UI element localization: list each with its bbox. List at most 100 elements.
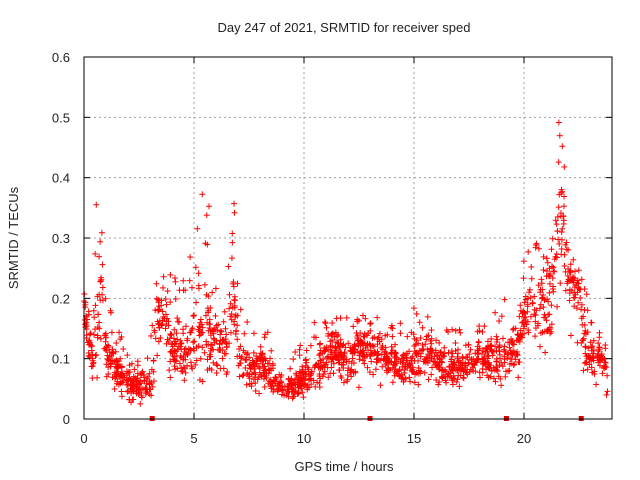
data-point: [531, 311, 538, 318]
y-tick-label: 0.4: [52, 171, 70, 186]
data-point: [229, 239, 236, 246]
data-point: [276, 371, 283, 378]
data-point: [584, 366, 591, 373]
data-point: [119, 379, 126, 386]
data-point: [357, 337, 364, 344]
data-point: [312, 362, 319, 369]
data-point: [322, 320, 329, 327]
data-point: [192, 361, 199, 368]
data-point: [602, 342, 609, 349]
data-point: [167, 271, 174, 278]
data-point: [427, 338, 434, 345]
data-point: [222, 338, 229, 345]
data-point: [174, 315, 181, 322]
data-point: [408, 357, 415, 364]
data-point: [113, 340, 120, 347]
data-point: [174, 365, 181, 372]
data-point: [124, 352, 131, 359]
data-point: [207, 321, 214, 328]
data-point: [424, 313, 431, 320]
data-point: [199, 191, 206, 198]
grid: [84, 57, 612, 419]
data-point: [527, 313, 534, 320]
data-point: [528, 263, 535, 270]
data-point: [593, 381, 600, 388]
data-point: [360, 312, 367, 319]
data-point: [144, 355, 151, 362]
data-point: [529, 299, 536, 306]
data-point: [94, 293, 101, 300]
data-point: [160, 284, 167, 291]
data-point: [410, 305, 417, 312]
data-point: [297, 342, 304, 349]
data-point: [329, 320, 336, 327]
data-point: [350, 323, 357, 330]
data-point: [465, 359, 472, 366]
data-point: [163, 301, 170, 308]
data-point: [300, 394, 307, 401]
data-point: [171, 326, 178, 333]
data-point: [544, 296, 551, 303]
data-point: [364, 332, 371, 339]
data-point: [237, 343, 244, 350]
data-point: [459, 355, 466, 362]
data-point: [542, 349, 549, 356]
data-point: [93, 351, 100, 358]
data-point: [501, 356, 508, 363]
data-point: [441, 344, 448, 351]
data-point: [103, 373, 110, 380]
data-point: [250, 330, 257, 337]
data-point: [540, 253, 547, 260]
data-point: [509, 326, 516, 333]
data-point: [94, 374, 101, 381]
data-point: [517, 327, 524, 334]
x-tick-label: 10: [297, 431, 311, 446]
y-tick-label: 0.5: [52, 110, 70, 125]
data-point: [189, 325, 196, 332]
data-point: [193, 344, 200, 351]
data-point: [303, 347, 310, 354]
data-point: [393, 354, 400, 361]
data-point: [417, 368, 424, 375]
data-point: [174, 336, 181, 343]
data-point: [367, 320, 374, 327]
data-point: [155, 338, 162, 345]
data-point: [312, 383, 319, 390]
data-point: [602, 359, 609, 366]
data-point: [226, 291, 233, 298]
data-point: [222, 350, 229, 357]
data-point: [411, 342, 418, 349]
data-point: [590, 346, 597, 353]
data-point: [288, 388, 295, 395]
data-point: [516, 313, 523, 320]
data-point: [323, 324, 330, 331]
data-point: [532, 333, 539, 340]
data-point: [442, 377, 449, 384]
data-point: [388, 322, 395, 329]
data-point: [93, 201, 100, 208]
data-point: [231, 209, 238, 216]
data-point: [193, 299, 200, 306]
data-point: [473, 359, 480, 366]
data-point: [91, 314, 98, 321]
data-point: [99, 261, 106, 268]
x-tick-label: 20: [517, 431, 531, 446]
data-point: [500, 346, 507, 353]
data-point: [159, 308, 166, 315]
data-point: [558, 229, 565, 236]
data-point: [514, 351, 521, 358]
data-point: [97, 278, 104, 285]
data-point: [407, 378, 414, 385]
data-point: [569, 274, 576, 281]
data-point: [191, 338, 198, 345]
data-point: [128, 399, 135, 406]
data-point: [485, 352, 492, 359]
data-point: [86, 354, 93, 361]
data-point: [468, 356, 475, 363]
data-point: [204, 319, 211, 326]
data-point: [520, 258, 527, 265]
data-point: [353, 329, 360, 336]
data-point: [252, 387, 259, 394]
data-point: [453, 379, 460, 386]
